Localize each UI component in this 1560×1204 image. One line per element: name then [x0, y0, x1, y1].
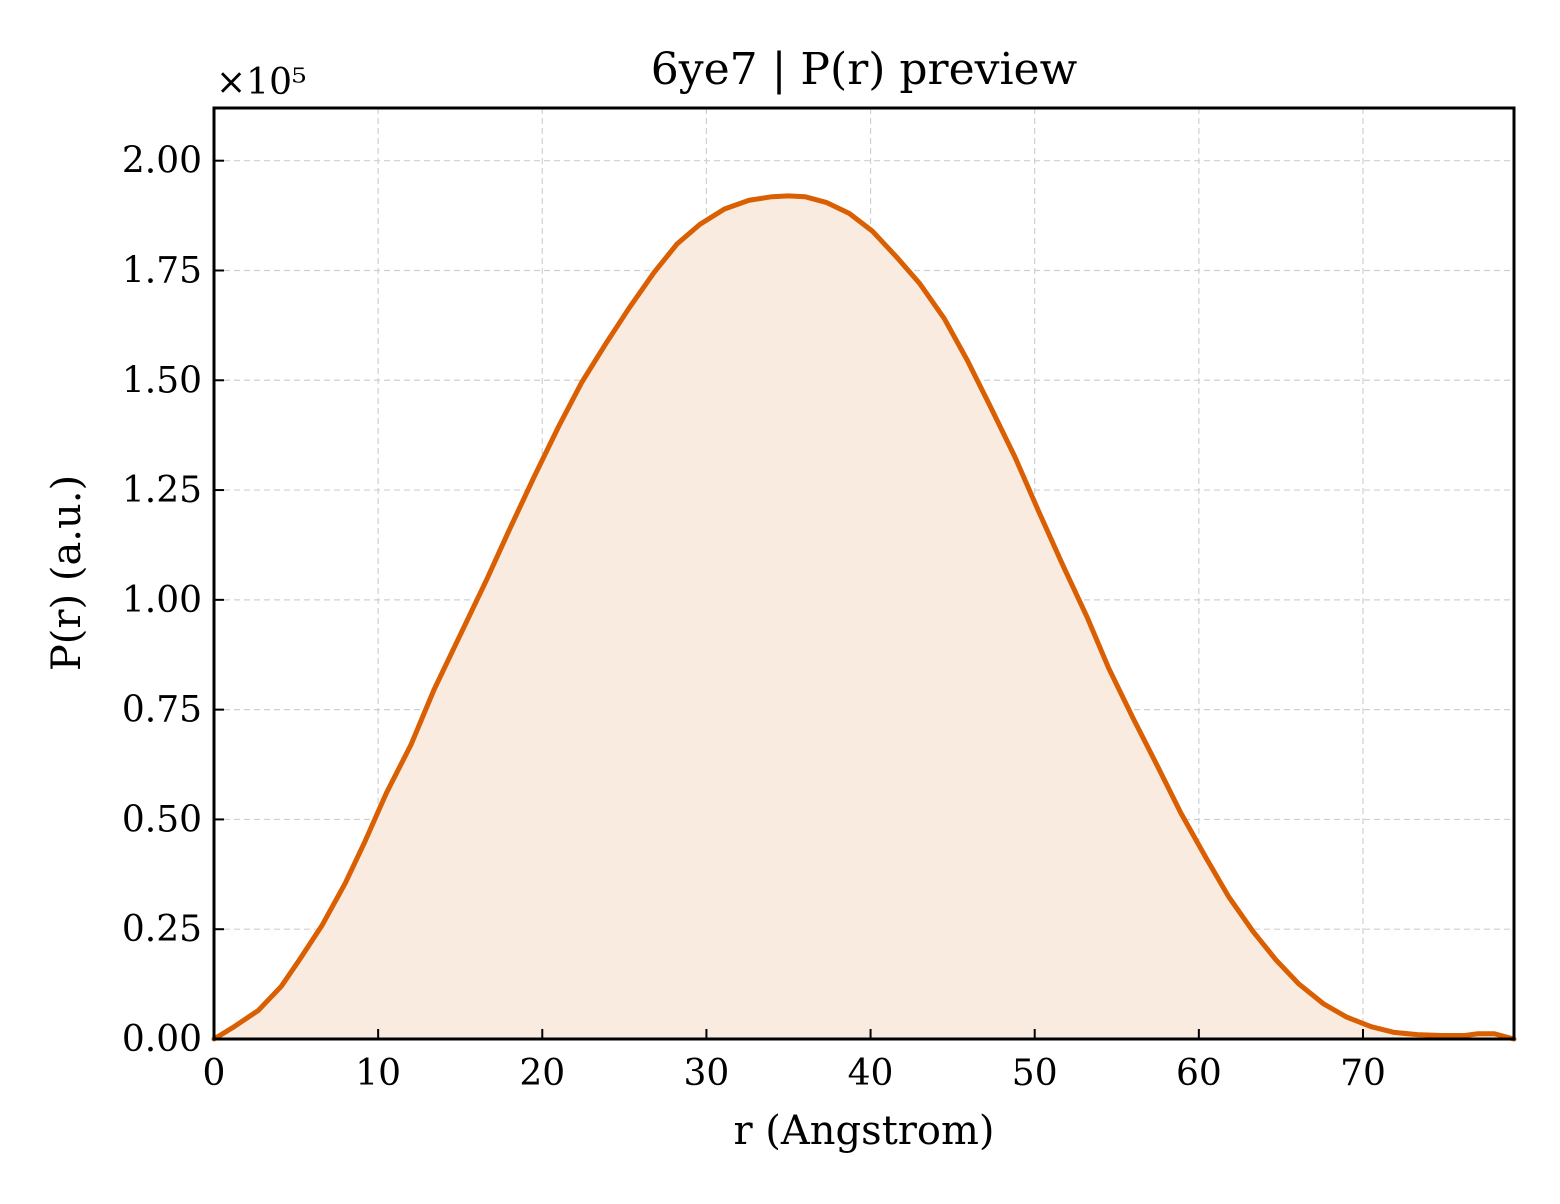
y-axis-label: P(r) (a.u.): [44, 475, 90, 671]
y-tick-label: 1.25: [122, 470, 202, 511]
y-offset-label: ×10⁵: [216, 62, 306, 103]
x-tick-label: 10: [355, 1053, 401, 1094]
x-tick-label: 50: [1012, 1053, 1058, 1094]
series-line: [211, 193, 1517, 1042]
x-tick-label: 60: [1176, 1053, 1222, 1094]
y-tick-label: 1.75: [122, 250, 202, 291]
y-tick-label: 0.25: [122, 909, 202, 950]
x-tick-label: 30: [684, 1053, 730, 1094]
y-tick-label: 1.50: [122, 360, 202, 401]
x-axis-label: r (Angstrom): [733, 1108, 994, 1154]
y-tick-label: 1.00: [122, 580, 202, 621]
chart-title: 6ye7 | P(r) preview: [651, 44, 1078, 95]
x-tick-label: 70: [1340, 1053, 1386, 1094]
y-tick-label: 2.00: [122, 141, 202, 182]
y-tick-label: 0.50: [122, 799, 202, 840]
x-tick-label: 0: [203, 1053, 226, 1094]
plot-frame: [212, 106, 1516, 1041]
x-tick-label: 20: [519, 1053, 565, 1094]
y-tick-label: 0.75: [122, 690, 202, 731]
y-tick-label: 0.00: [122, 1019, 202, 1060]
x-tick-label: 40: [848, 1053, 894, 1094]
tick-layer: 0 10 20 30 40 50 60 70 0.00 0.25 0.50 0.75 1.00 1.25 1…: [122, 141, 1386, 1094]
